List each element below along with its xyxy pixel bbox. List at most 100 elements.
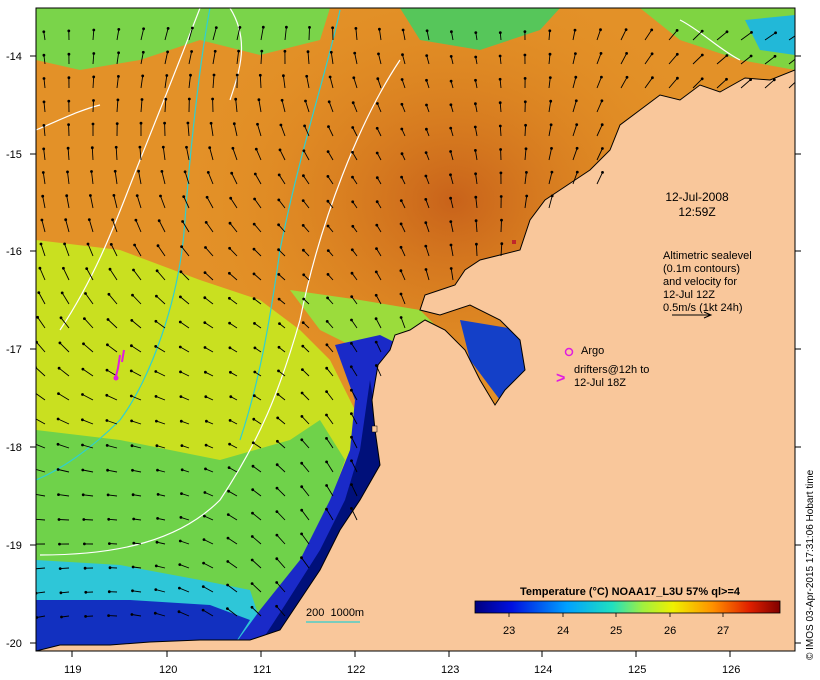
velocity-arrow-head — [325, 413, 328, 417]
velocity-arrow-head — [749, 78, 752, 81]
velocity-arrow-head — [425, 103, 428, 107]
velocity-arrow — [164, 99, 167, 113]
velocity-arrow-head — [156, 468, 159, 472]
velocity-arrow-head — [155, 540, 159, 544]
velocity-arrow-head — [282, 74, 285, 78]
velocity-arrow-head — [498, 54, 502, 58]
velocity-arrow-head — [42, 147, 46, 151]
velocity-arrow — [83, 519, 94, 521]
velocity-arrow-head — [277, 248, 280, 252]
velocity-arrow — [58, 393, 70, 401]
velocity-arrow — [524, 148, 527, 161]
velocity-arrow — [326, 485, 334, 497]
velocity-arrow-head — [326, 296, 329, 300]
velocity-arrow — [188, 51, 193, 65]
velocity-arrow — [67, 148, 70, 161]
velocity-arrow-head — [214, 26, 218, 29]
date-line: 12-Jul-2008 — [665, 190, 729, 204]
depth-contour-200m — [36, 8, 211, 481]
velocity-arrow-head — [57, 392, 60, 395]
velocity-arrow-head — [326, 199, 330, 203]
velocity-arrow-head — [351, 224, 355, 228]
velocity-arrow-head — [350, 248, 354, 252]
velocity-arrow-head — [81, 418, 84, 422]
velocity-arrow — [400, 247, 406, 257]
velocity-arrow — [326, 391, 334, 401]
velocity-arrow — [186, 147, 190, 161]
velocity-arrow — [620, 53, 627, 65]
velocity-arrow-head — [499, 171, 503, 175]
velocity-arrow — [65, 219, 70, 233]
velocity-arrow — [376, 128, 382, 137]
velocity-arrow — [132, 294, 142, 305]
velocity-arrow-head — [351, 150, 354, 154]
velocity-arrow-head — [325, 343, 329, 347]
velocity-arrow — [180, 396, 190, 401]
velocity-arrow-head — [300, 461, 304, 465]
velocity-arrow-head — [424, 244, 428, 248]
velocity-arrow — [253, 442, 262, 449]
velocity-arrow-head — [92, 52, 96, 55]
lat-tick-label: -15 — [6, 149, 22, 161]
velocity-arrow-head — [67, 29, 71, 33]
velocity-arrow-head — [155, 294, 158, 298]
velocity-arrow — [355, 28, 358, 41]
velocity-arrow — [88, 219, 94, 233]
velocity-arrow — [278, 249, 286, 257]
velocity-arrow-head — [350, 507, 353, 510]
velocity-arrow-head — [90, 146, 94, 150]
velocity-arrow — [326, 344, 334, 353]
velocity-arrow-head — [796, 79, 799, 82]
velocity-arrow-head — [449, 55, 453, 58]
velocity-arrow — [500, 220, 502, 233]
velocity-arrow-head — [228, 321, 232, 325]
colorbar-tick-label: 24 — [557, 625, 569, 637]
velocity-arrow-head — [208, 146, 212, 150]
velocity-arrow-head — [42, 100, 46, 104]
velocity-arrow-head — [548, 52, 552, 56]
velocity-arrow — [276, 511, 286, 521]
velocity-arrow-head — [226, 536, 230, 540]
velocity-arrow-head — [131, 493, 135, 497]
legend-arrow-head — [703, 311, 713, 319]
colorbar-tick-label: 23 — [503, 625, 515, 637]
velocity-arrow — [202, 609, 214, 617]
velocity-arrow — [114, 171, 118, 185]
velocity-arrow-head — [179, 395, 183, 398]
velocity-arrow-head — [625, 75, 629, 79]
velocity-arrow-head — [189, 73, 192, 77]
velocity-arrow-head — [117, 75, 120, 78]
velocity-arrow-head — [525, 171, 528, 174]
velocity-arrow — [548, 171, 553, 185]
lat-tick-label: -16 — [6, 246, 22, 258]
velocity-arrow — [131, 614, 142, 617]
velocity-arrow-head — [449, 103, 453, 107]
velocity-arrow-head — [425, 54, 429, 57]
lon-tick-label: 125 — [628, 664, 646, 676]
velocity-arrow-head — [56, 417, 60, 421]
velocity-arrow — [58, 519, 70, 521]
velocity-arrow-head — [374, 317, 378, 321]
velocity-arrow-head — [92, 28, 96, 32]
velocity-arrow — [180, 271, 190, 281]
altimetry-legend: Altimetric sealevel (0.1m contours) and … — [663, 250, 783, 315]
axis-ticks — [30, 55, 801, 657]
velocity-arrow — [36, 468, 46, 473]
velocity-arrow-head — [89, 194, 92, 197]
velocity-arrow-head — [238, 26, 242, 29]
velocity-arrow-head — [575, 123, 579, 126]
velocity-arrow-head — [56, 468, 60, 471]
velocity-arrow-head — [725, 30, 729, 34]
velocity-arrow-head — [425, 29, 429, 33]
lon-tick-label: 119 — [64, 664, 82, 676]
velocity-arrow-head — [191, 26, 194, 30]
velocity-arrow — [276, 487, 286, 497]
velocity-arrow-head — [277, 273, 281, 276]
velocity-arrow — [85, 293, 94, 305]
lon-tick-label: 126 — [722, 664, 740, 676]
velocity-arrow-head — [227, 489, 231, 493]
velocity-arrow-head — [41, 194, 45, 198]
velocity-arrow — [82, 469, 94, 473]
velocity-arrow-head — [33, 417, 36, 420]
